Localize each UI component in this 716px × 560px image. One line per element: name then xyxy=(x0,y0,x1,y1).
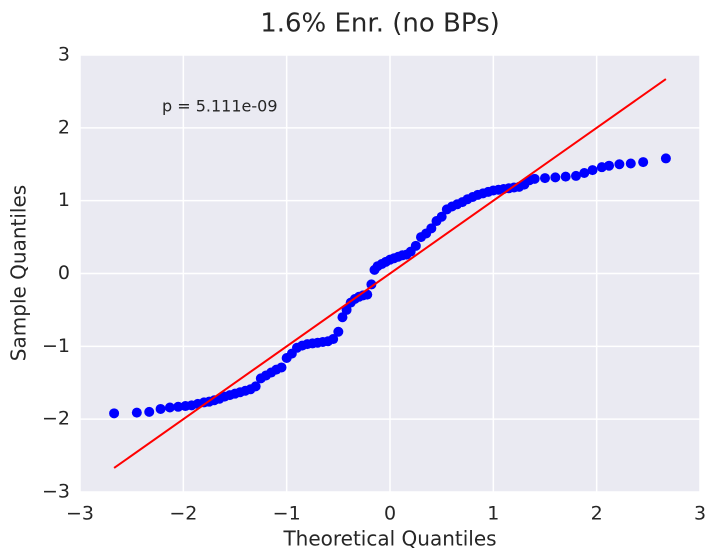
data-point xyxy=(333,326,344,337)
y-tick-label: −1 xyxy=(42,335,70,357)
data-point xyxy=(614,159,625,170)
x-tick-label: −1 xyxy=(273,503,301,525)
fit-line xyxy=(113,78,667,469)
x-tick-label: 2 xyxy=(591,503,603,525)
data-point xyxy=(328,334,339,345)
x-tick-label: −3 xyxy=(66,503,94,525)
annotation: p = 5.111e-09 xyxy=(162,97,278,116)
data-point xyxy=(579,167,590,178)
y-tick-label: 3 xyxy=(58,44,70,66)
data-point xyxy=(410,240,421,251)
data-point xyxy=(540,173,550,184)
data-point xyxy=(341,304,352,315)
data-point xyxy=(144,406,155,417)
data-point xyxy=(109,408,120,419)
x-tick-label: 1 xyxy=(487,503,499,525)
y-tick-label: −3 xyxy=(42,481,70,503)
data-point xyxy=(571,170,581,181)
data-point xyxy=(638,157,649,168)
data-point xyxy=(560,171,571,182)
y-tick-label: 2 xyxy=(58,116,70,138)
chart-title: 1.6% Enr. (no BPs) xyxy=(260,9,500,39)
data-point xyxy=(366,279,377,290)
data-point xyxy=(529,173,540,184)
data-point xyxy=(155,403,166,414)
y-axis-label: Sample Quantiles xyxy=(7,185,31,361)
data-point xyxy=(164,402,175,413)
data-point xyxy=(550,172,561,183)
data-point xyxy=(604,160,615,171)
data-point xyxy=(173,401,184,412)
data-point xyxy=(660,153,671,164)
y-tick-label: 0 xyxy=(58,262,70,284)
data-point xyxy=(587,165,598,176)
data-point xyxy=(625,158,636,169)
data-point xyxy=(337,312,348,323)
data-point xyxy=(426,223,437,234)
x-axis-label: Theoretical Quantiles xyxy=(282,527,496,551)
data-point xyxy=(436,211,447,222)
x-tick-label: 0 xyxy=(384,503,396,525)
data-point xyxy=(250,381,261,392)
y-tick-label: 1 xyxy=(58,189,70,211)
data-point xyxy=(276,362,287,373)
x-tick-label: 3 xyxy=(694,503,706,525)
y-tick-label: −2 xyxy=(42,408,70,430)
x-tick-label: −2 xyxy=(169,503,197,525)
data-point xyxy=(131,407,142,418)
